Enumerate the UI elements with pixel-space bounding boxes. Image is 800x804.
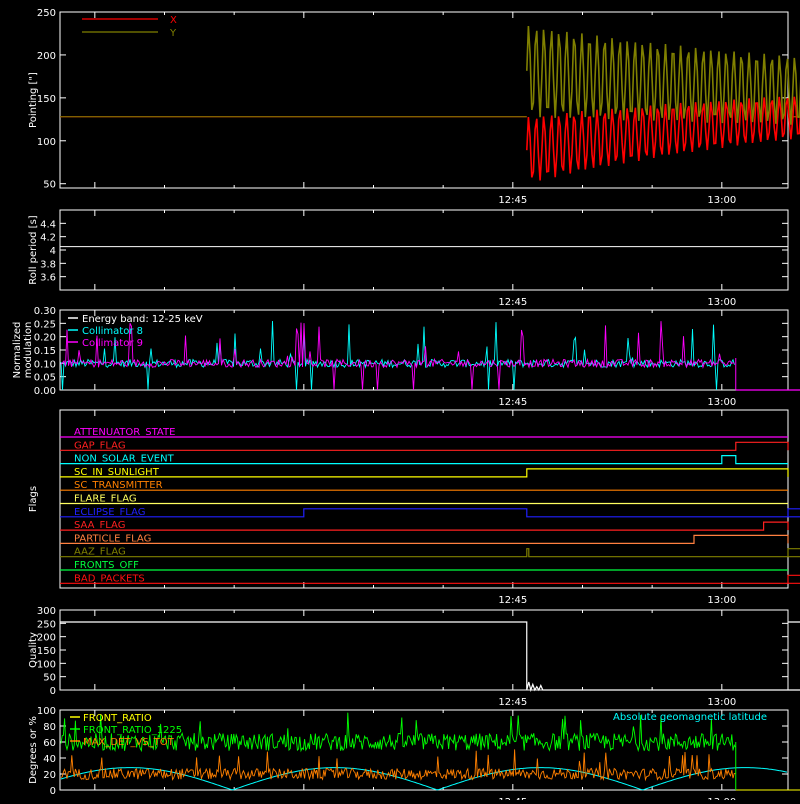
roll-ytick-label: 3.6 [40, 273, 56, 284]
flag-label: FLARE_FLAG [74, 494, 137, 505]
flags-xtick-label: 13:00 [707, 595, 736, 606]
flag-label: GAP_FLAG [74, 440, 126, 451]
flag-label: ATTENUATOR_STATE [74, 427, 175, 438]
quality-ylabel: Quality [28, 632, 39, 668]
modulation-legend-label: Energy band: 12-25 keV [82, 314, 203, 325]
modulation-xtick-label: 12:45 [498, 397, 527, 408]
pointing-xtick-label: 12:45 [498, 195, 527, 206]
roll-ylabel: Roll period [s] [28, 215, 39, 284]
modulation-ylabel-line2: modulation [23, 322, 34, 379]
roll-xtick-label: 13:00 [707, 297, 736, 308]
roll-ytick-label: 4.2 [40, 233, 56, 244]
pointing-ytick-label: 250 [37, 8, 56, 19]
ratios-max-det-a [60, 749, 736, 782]
flag-line [60, 548, 800, 558]
flag-label: ECLIPSE_FLAG [74, 507, 145, 518]
modulation-ylabel-line1: Normalized [12, 322, 23, 379]
flags-xtick-label: 12:45 [498, 595, 527, 606]
quality-xtick-label: 12:45 [498, 697, 527, 708]
ratios-legend-label: MAX_DET_VS_TOT [83, 737, 175, 748]
flag-line [60, 534, 789, 544]
pointing-legend-label: X [170, 15, 177, 26]
flag-line [60, 441, 789, 451]
modulation-xtick-label: 13:00 [707, 397, 736, 408]
ratios-ytick-label: 20 [43, 770, 56, 781]
quality-series [60, 621, 800, 693]
flags-frame [59, 409, 789, 589]
ratios-ytick-label: 80 [43, 722, 56, 733]
flag-label: SC_TRANSMITTER [74, 480, 163, 491]
quality-ytick-label: 250 [37, 619, 56, 630]
ratios-ytick-label: 0 [50, 786, 56, 797]
quality-ytick-label: 0 [50, 686, 56, 697]
pointing-series-y [526, 25, 800, 125]
ratios-legend-label: FRONT_RATIO_1225 [83, 725, 182, 736]
flags-ylabel: Flags [28, 486, 39, 512]
roll-frame [59, 209, 789, 291]
modulation-ytick-label: 0.25 [34, 319, 56, 330]
pointing-ytick-label: 100 [37, 137, 56, 148]
pointing-ytick-label: 150 [37, 94, 56, 105]
ratios-front-ratio-1225-a [60, 712, 736, 753]
modulation-legend-label: Collimator 9 [82, 338, 143, 349]
flag-label: NON_SOLAR_EVENT [74, 454, 175, 465]
roll-xtick-label: 12:45 [498, 297, 527, 308]
pointing-ylabel: Pointing ["] [28, 72, 39, 128]
flag-line [60, 574, 800, 584]
modulation-ytick-label: 0.20 [34, 333, 56, 344]
modulation-ytick-label: 0.15 [34, 346, 56, 357]
quality-ytick-label: 200 [37, 633, 56, 644]
quality-ytick-label: 150 [37, 646, 56, 657]
modulation-legend-label: Collimator 8 [82, 326, 143, 337]
modulation-ytick-label: 0.30 [34, 306, 56, 317]
modulation-ytick-label: 0.00 [34, 386, 56, 397]
quality-ytick-label: 100 [37, 659, 56, 670]
flag-label: AAZ_FLAG [74, 547, 126, 558]
pointing-ytick-label: 200 [37, 51, 56, 62]
ratios-ytick-label: 40 [43, 754, 56, 765]
modulation-series-c9-a [60, 321, 735, 391]
ratios-ytick-label: 60 [43, 738, 56, 749]
pointing-legend-label: Y [169, 28, 177, 39]
roll-ytick-label: 4 [50, 246, 56, 257]
flag-line [60, 521, 789, 531]
flag-label: FRONTS_OFF [74, 560, 139, 571]
modulation-series-c8-a [60, 320, 735, 391]
flag-line [60, 468, 789, 478]
flag-label: PARTICLE_FLAG [74, 533, 151, 544]
modulation-ytick-label: 0.10 [34, 359, 56, 370]
ratios-annotation: Absolute geomagnetic latitude [613, 712, 767, 723]
roll-ytick-label: 4.4 [40, 219, 56, 230]
quality-ytick-label: 300 [37, 606, 56, 617]
pointing-ytick-label: 50 [43, 180, 56, 191]
roll-ytick-label: 3.8 [40, 259, 56, 270]
pointing-series-x [526, 96, 800, 181]
flag-label: SC_IN_SUNLIGHT [74, 467, 160, 478]
flag-label: BAD_PACKETS [74, 573, 145, 584]
ratios-ytick-label: 100 [37, 706, 56, 717]
ratios-legend-label: FRONT_RATIO [83, 713, 152, 724]
quality-ytick-label: 50 [43, 673, 56, 684]
ratios-frame [59, 709, 789, 791]
pointing-xtick-label: 13:00 [707, 195, 736, 206]
quality-xtick-label: 13:00 [707, 697, 736, 708]
modulation-ytick-label: 0.05 [34, 373, 56, 384]
ratios-ylabel: Degrees or % [28, 716, 39, 784]
flag-label: SAA_FLAG [74, 520, 125, 531]
flag-line [60, 455, 788, 465]
ratios-geomag-latitude [60, 767, 788, 791]
flag-line [60, 508, 800, 518]
